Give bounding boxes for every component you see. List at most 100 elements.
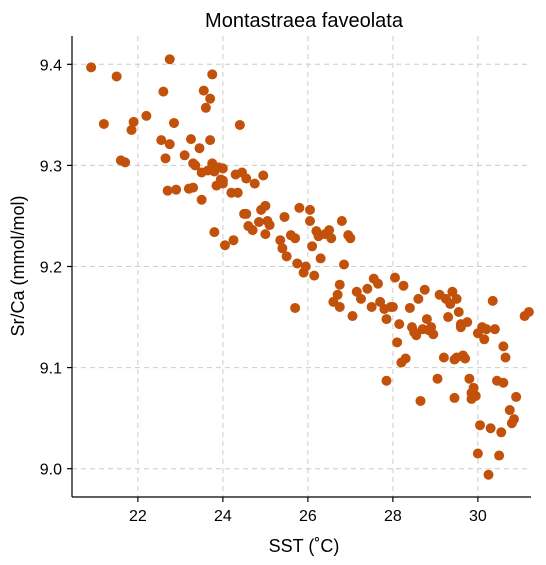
data-point <box>217 178 228 189</box>
data-point <box>421 314 432 325</box>
data-point <box>523 306 534 317</box>
data-point <box>305 216 315 227</box>
data-point <box>86 62 97 73</box>
data-point <box>500 352 511 363</box>
x-tick-label: 28 <box>384 508 402 525</box>
data-point <box>324 225 335 236</box>
ticks: 22 24 26 28 30 9.0 9.1 9.2 9.3 9.4 <box>40 57 487 525</box>
data-point <box>162 185 173 196</box>
data-point <box>194 143 205 154</box>
data-point <box>432 373 443 384</box>
data-point <box>205 135 216 146</box>
data-point <box>336 216 347 227</box>
data-point <box>479 334 490 345</box>
data-point <box>470 390 481 401</box>
data-point <box>292 258 303 269</box>
data-point <box>373 278 383 289</box>
data-point <box>334 301 345 312</box>
data-point <box>511 391 522 402</box>
data-point <box>394 319 405 330</box>
data-point <box>207 69 218 80</box>
data-point <box>392 337 403 348</box>
x-tick-label: 30 <box>469 508 487 525</box>
data-point <box>190 160 201 171</box>
data-point <box>228 235 239 246</box>
data-point <box>326 233 337 244</box>
data-point <box>481 324 492 335</box>
data-point <box>111 71 122 82</box>
data-point <box>472 448 483 459</box>
data-point <box>504 405 515 416</box>
data-point <box>209 227 220 238</box>
data-point <box>171 184 182 195</box>
data-point <box>494 450 505 461</box>
data-point <box>279 211 290 222</box>
data-point <box>241 173 252 184</box>
data-point <box>249 178 260 189</box>
data-point <box>294 202 305 213</box>
x-tick-label: 22 <box>129 508 147 525</box>
data-point <box>164 54 175 65</box>
data-point <box>413 293 424 304</box>
x-tick-label: 24 <box>214 508 232 525</box>
data-point <box>188 182 199 193</box>
data-point <box>404 302 415 313</box>
data-point <box>489 324 500 335</box>
data-point <box>254 217 264 228</box>
data-point <box>200 102 211 113</box>
data-point <box>260 200 271 211</box>
data-point <box>483 469 494 480</box>
data-point <box>475 420 485 431</box>
y-tick-label: 9.4 <box>40 57 62 74</box>
y-tick-label: 9.1 <box>40 361 62 378</box>
data-point <box>264 220 275 231</box>
data-point <box>362 283 373 294</box>
data-point <box>158 86 169 97</box>
data-point <box>309 270 320 281</box>
data-point <box>356 293 366 304</box>
data-point <box>400 353 411 364</box>
data-point <box>120 157 131 168</box>
data-point <box>419 284 430 295</box>
data-point <box>509 414 519 425</box>
data-point <box>126 125 137 136</box>
y-tick-label: 9.0 <box>40 462 62 479</box>
data-point <box>411 330 422 341</box>
data-point <box>205 93 216 104</box>
data-point <box>496 427 507 438</box>
data-point <box>381 375 392 386</box>
data-point <box>366 301 377 312</box>
data-point <box>387 301 398 312</box>
data-point <box>334 279 345 290</box>
data-point <box>220 240 230 251</box>
data-point <box>196 194 207 205</box>
data-point <box>453 306 464 317</box>
data-point <box>169 117 179 128</box>
data-point <box>438 352 449 363</box>
data-point <box>232 187 243 198</box>
data-point <box>345 233 356 244</box>
data-point <box>141 110 152 121</box>
data-point <box>415 395 426 406</box>
grid-lines <box>72 36 531 497</box>
data-point <box>449 392 460 403</box>
data-point <box>179 150 190 161</box>
data-point <box>241 208 252 219</box>
data-point <box>300 261 311 272</box>
data-point <box>468 382 479 393</box>
data-point <box>451 293 462 304</box>
data-point <box>164 139 175 150</box>
data-point <box>485 423 496 434</box>
data-point <box>160 153 171 164</box>
data-point <box>398 280 409 291</box>
data-point <box>260 229 271 240</box>
data-point <box>339 259 349 270</box>
data-point <box>281 251 292 262</box>
y-tick-label: 9.2 <box>40 260 62 277</box>
data-point <box>332 289 343 300</box>
data-point <box>98 118 109 129</box>
data-point <box>428 329 439 340</box>
data-point <box>198 85 209 96</box>
data-point <box>381 314 392 325</box>
